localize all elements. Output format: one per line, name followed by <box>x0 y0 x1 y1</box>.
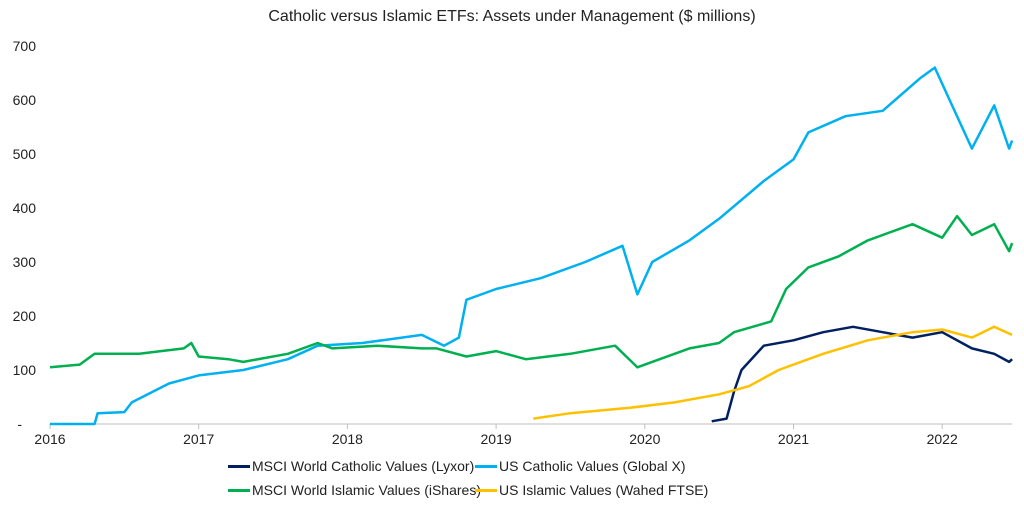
legend-label: MSCI World Catholic Values (Lyxor) <box>252 458 475 474</box>
series-line-0 <box>711 325 1013 423</box>
y-tick-label: 600 <box>13 92 37 108</box>
series-line-1 <box>50 66 1014 426</box>
legend-swatch <box>475 464 497 468</box>
legend-swatch <box>228 488 250 492</box>
legend-item-wahed: US Islamic Values (Wahed FTSE) <box>475 482 708 498</box>
series-line-2 <box>49 214 1014 369</box>
y-tick-label: 100 <box>13 362 37 378</box>
legend-item-globalx: US Catholic Values (Global X) <box>475 458 685 474</box>
chart-title: Catholic versus Islamic ETFs: Assets und… <box>268 8 756 25</box>
y-tick-label: 300 <box>13 254 37 270</box>
x-tick-label: 2017 <box>183 431 214 447</box>
series-line-3 <box>533 325 1013 420</box>
legend-label: MSCI World Islamic Values (iShares) <box>252 482 481 498</box>
legend-swatch <box>228 464 250 468</box>
y-tick-label: 200 <box>13 308 37 324</box>
x-tick-label: 2022 <box>927 431 958 447</box>
y-tick-label: 700 <box>13 38 37 54</box>
x-tick-label: 2018 <box>332 431 363 447</box>
x-tick-label: 2020 <box>629 431 660 447</box>
legend-label: US Islamic Values (Wahed FTSE) <box>499 482 709 498</box>
legend-swatch <box>475 488 497 492</box>
x-tick-label: 2019 <box>481 431 512 447</box>
y-tick-label: 500 <box>13 146 37 162</box>
legend-item-ishares: MSCI World Islamic Values (iShares) <box>228 482 481 498</box>
legend-item-lyxor: MSCI World Catholic Values (Lyxor) <box>228 458 474 474</box>
y-tick-label: - <box>17 416 22 432</box>
x-tick-label: 2016 <box>34 431 65 447</box>
legend-label: US Catholic Values (Global X) <box>499 458 686 474</box>
y-tick-label: 400 <box>13 200 37 216</box>
x-tick-label: 2021 <box>778 431 809 447</box>
